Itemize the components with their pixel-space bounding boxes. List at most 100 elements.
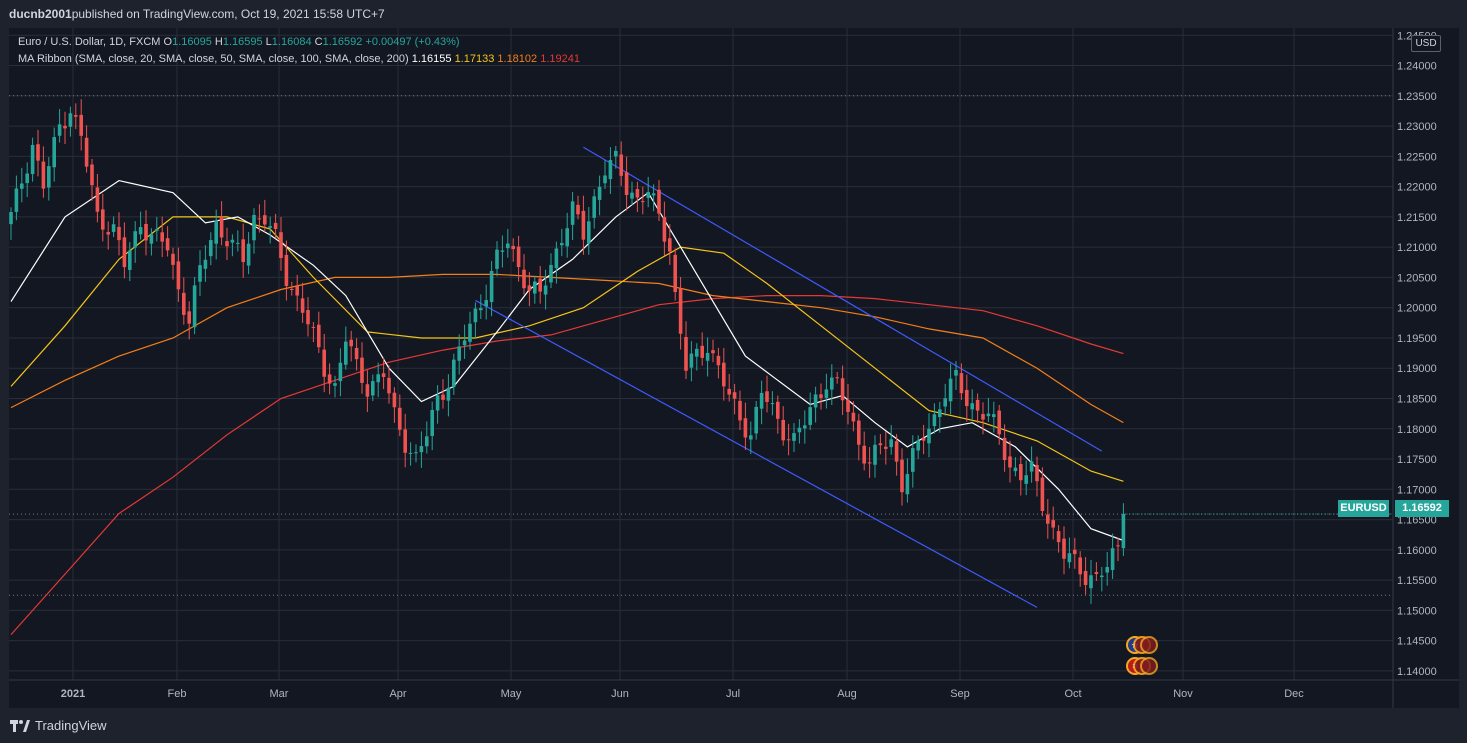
ma100-value: 1.18102	[497, 53, 538, 65]
candle-body	[889, 439, 893, 448]
author-name[interactable]: ducnb2001	[9, 7, 72, 21]
candle-body	[408, 452, 413, 454]
candle-body	[689, 353, 694, 368]
ma-ribbon-line[interactable]: MA Ribbon (SMA, close, 20, SMA, close, 5…	[18, 51, 580, 68]
candle-body	[997, 410, 1001, 435]
candle-body	[1019, 464, 1023, 481]
candle-body	[981, 414, 985, 420]
candle-body	[543, 285, 548, 295]
candle-body	[506, 243, 510, 249]
y-tick-label: 1.17500	[1397, 454, 1437, 466]
candle-body	[522, 269, 526, 289]
candle-body	[900, 459, 904, 493]
candle-body	[479, 308, 483, 311]
candle-body	[9, 212, 13, 225]
low-value: 1.16084	[271, 36, 312, 48]
candle-body	[1062, 538, 1066, 559]
x-tick-label: Sep	[950, 688, 970, 700]
candle-body	[614, 150, 618, 157]
symbol-line[interactable]: Euro / U.S. Dollar, 1D, FXCM O1.16095 H1…	[18, 36, 460, 48]
candle-body	[754, 406, 758, 434]
candle-body	[441, 394, 445, 400]
candle-body	[317, 324, 321, 348]
candle-body	[743, 418, 748, 438]
candle-body	[808, 407, 812, 425]
event-icon[interactable]	[1140, 657, 1158, 675]
footer: TradingView	[0, 708, 1467, 743]
candle-body	[149, 234, 154, 244]
price-chart[interactable]: 1.245001.240001.235001.230001.225001.220…	[9, 28, 1459, 708]
candle-body	[241, 239, 245, 263]
candle-body	[700, 345, 704, 358]
candle-body	[198, 265, 202, 282]
candle-body	[1105, 567, 1109, 573]
candle-body	[851, 412, 856, 422]
candle-body	[797, 427, 802, 433]
candle-body	[36, 144, 40, 161]
y-tick-label: 1.14500	[1397, 636, 1437, 648]
candle-body	[219, 216, 224, 238]
x-tick-label: Oct	[1064, 688, 1081, 700]
candle-body	[327, 374, 332, 384]
candle-body	[392, 392, 397, 408]
candle-body	[1040, 477, 1045, 511]
candle-body	[435, 395, 440, 411]
y-tick-label: 1.19500	[1397, 333, 1437, 345]
x-tick-label: Jun	[611, 688, 629, 700]
y-tick-label: 1.15500	[1397, 575, 1437, 587]
candle-body	[651, 193, 656, 196]
open-value: 1.16095	[172, 36, 212, 48]
candle-body	[538, 278, 542, 292]
candle-body	[52, 137, 56, 168]
tradingview-logo[interactable]: TradingView	[10, 718, 107, 733]
x-tick-label: Aug	[837, 688, 857, 700]
ma20-value: 1.16155	[411, 53, 452, 65]
y-tick-label: 1.16000	[1397, 545, 1437, 557]
candle-body	[813, 394, 818, 408]
publish-header: ducnb2001 published on TradingView.com, …	[0, 0, 1467, 28]
candle-body	[155, 228, 159, 231]
candle-body	[1056, 531, 1061, 543]
candle-body	[803, 425, 807, 429]
candle-body	[1089, 575, 1093, 589]
candle-body	[381, 373, 386, 378]
candle-body	[295, 286, 299, 296]
x-tick-label: May	[501, 688, 522, 700]
currency-button[interactable]: USD	[1411, 35, 1441, 52]
last-price-tag: 1.16592	[1395, 500, 1449, 517]
candle-body	[79, 114, 83, 136]
candle-body	[284, 254, 289, 286]
candle-body	[338, 362, 343, 382]
candle-body	[678, 288, 683, 334]
candle-body	[635, 189, 640, 198]
candle-body	[68, 113, 73, 127]
candle-body	[846, 399, 850, 412]
candle-body	[516, 246, 521, 268]
candle-body	[646, 191, 650, 198]
candle-body	[1078, 557, 1082, 575]
candle-body	[738, 400, 742, 421]
candle-body	[1024, 475, 1028, 484]
candle-body	[873, 444, 877, 465]
candle-body	[527, 285, 532, 291]
candle-body	[884, 446, 888, 449]
candle-body	[446, 387, 451, 401]
chart-pane[interactable]: 1.245001.240001.235001.230001.225001.220…	[9, 28, 1459, 708]
candle-body	[1002, 437, 1007, 461]
x-tick-label: Dec	[1284, 688, 1304, 700]
candle-body	[306, 310, 310, 325]
candle-body	[592, 196, 596, 218]
candle-body	[1029, 461, 1034, 472]
candle-body	[570, 201, 575, 225]
candle-body	[840, 378, 845, 401]
event-icon[interactable]	[1140, 636, 1158, 654]
candle-body	[554, 248, 559, 269]
candle-body	[14, 188, 19, 212]
candle-body	[176, 261, 181, 290]
candle-body	[20, 183, 24, 189]
candle-body	[954, 369, 958, 376]
candle-body	[711, 350, 715, 354]
close-value: 1.16592	[322, 36, 363, 48]
y-tick-label: 1.18500	[1397, 393, 1437, 405]
y-tick-label: 1.22000	[1397, 182, 1437, 194]
